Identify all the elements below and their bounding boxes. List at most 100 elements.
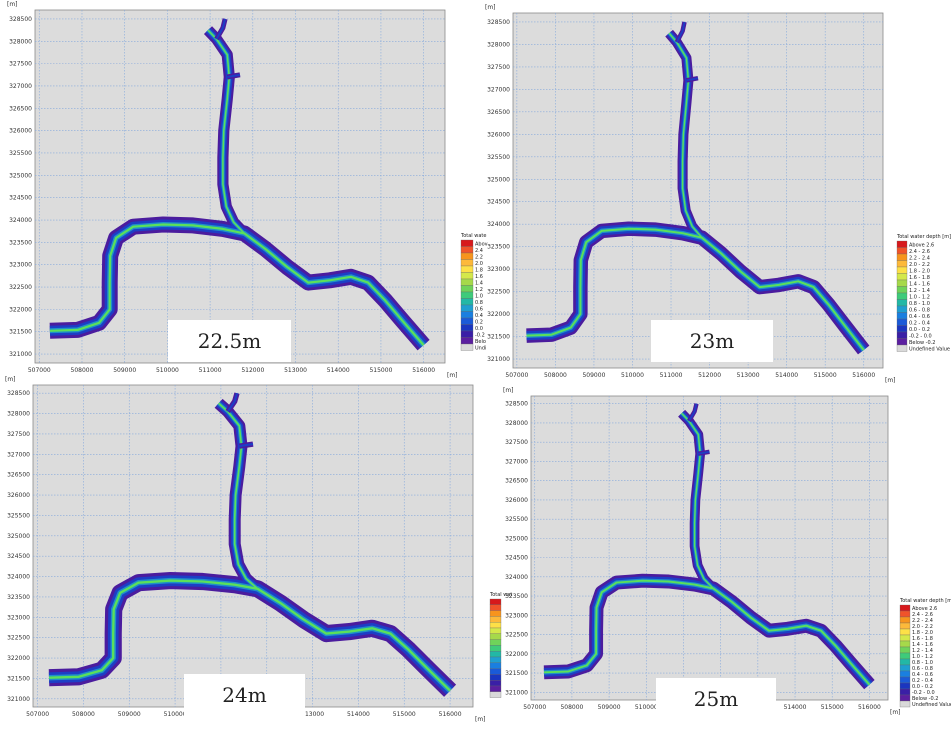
legend-entry: 0.4 - 0.6 [909,314,930,320]
panel-label: 25m [694,687,738,711]
legend-entry: 2.2 - 2.4 [909,255,930,261]
legend-swatch [899,652,911,660]
legend-entry: 0.8 - 1.0 [909,301,930,307]
x-tick-label: 512000 [698,372,721,379]
legend-swatch [899,604,911,612]
x-tick-label: 514000 [784,704,807,711]
y-tick-label: 327500 [487,64,510,71]
y-tick-label: 325000 [9,172,32,179]
x-axis-unit: [m] [885,377,896,384]
legend-swatch [899,610,911,618]
legend-swatch [489,680,502,687]
river-branch [226,392,239,413]
y-tick-label: 328000 [9,38,32,45]
x-tick-label: 516000 [412,367,435,374]
x-tick-label: 509000 [598,704,621,711]
y-axis-unit: [m] [503,387,514,394]
y-tick-label: 323000 [487,266,510,273]
y-tick-label: 321500 [7,675,30,682]
legend-entry: 0.0 [475,326,483,332]
y-tick-label: 325500 [7,512,30,519]
legend-entry: 1.8 [475,267,483,273]
river-main-channel [543,579,871,686]
legend-entry: -0.2 [475,332,485,338]
x-tick-label: 507000 [523,704,546,711]
x-tick-label: 509000 [582,372,605,379]
panel-label-box [656,678,776,720]
y-tick-label: 321500 [505,670,528,677]
y-tick-label: 321000 [487,356,510,363]
y-tick-label: 321000 [505,689,528,696]
legend-swatch [489,627,502,634]
legend-title: Total water depth [m] [896,234,951,240]
legend-swatch [489,622,502,629]
y-tick-label: 322500 [487,289,510,296]
x-tick-label: 507000 [28,367,51,374]
legend-entry: 0.6 - 0.8 [909,307,930,313]
legend-swatch [899,628,911,636]
legend-swatch [896,240,908,248]
y-tick-label: 323500 [9,239,32,246]
y-tick-label: 327000 [487,86,510,93]
y-tick-label: 327000 [505,458,528,465]
legend-swatch [896,247,908,255]
legend-swatch [460,337,474,345]
y-tick-label: 323000 [9,262,32,269]
y-tick-label: 324000 [7,574,30,581]
y-tick-label: 328500 [9,16,32,23]
legend-entry: 1.0 - 1.2 [909,294,930,300]
y-tick-label: 325500 [9,150,32,157]
y-tick-label: 324500 [487,199,510,206]
legend-entry: Belo [475,339,486,345]
legend-swatch [489,604,502,611]
y-tick-label: 324500 [7,553,30,560]
x-tick-label: 515000 [369,367,392,374]
river-tributary-channel [218,402,259,590]
panel-label: 22.5m [198,329,262,353]
legend-entry: 0.2 - 0.4 [909,320,930,326]
legend-entry: Undi [475,345,486,351]
legend-swatch [489,610,502,617]
y-tick-label: 323500 [505,593,528,600]
y-tick-label: 326000 [9,128,32,135]
legend-entry: 1.0 [475,293,483,299]
legend: Total water depth [m]Above 2.62.4 - 2.62… [896,234,951,352]
legend-entry: 2.4 [475,248,483,254]
y-tick-label: 328000 [487,41,510,48]
legend-swatch [899,658,911,666]
river-branch [688,403,698,422]
y-tick-label: 328000 [7,411,30,418]
legend-swatch [460,272,474,280]
legend-entry: 0.4 - 0.6 [912,672,933,678]
river-branch [675,21,686,43]
x-tick-label: 508000 [72,711,95,718]
legend-entry: 2.0 [475,261,483,267]
legend-swatch [489,598,502,605]
chart-panel-2: 507000 508000 509000 510000 511000 512000 5130… [485,4,951,384]
legend-entry: 2.0 - 2.2 [912,624,933,630]
legend-swatch [489,685,502,692]
chart-panel-4: 5070005080005090005100005110005120005130… [503,387,951,720]
panel-label: 24m [222,683,266,707]
legend-entry: 0.0 - 0.2 [909,327,930,333]
y-tick-label: 323000 [505,612,528,619]
legend-swatch [460,291,474,299]
y-tick-label: 324500 [9,195,32,202]
x-axis-unit: [m] [890,709,901,716]
legend-entry: 2.4 - 2.6 [909,249,930,255]
legend-swatch [896,286,908,294]
legend-entry: 2.2 [475,254,483,260]
x-tick-label: 508000 [544,372,567,379]
legend-swatch [899,664,911,672]
y-tick-label: 325000 [505,535,528,542]
x-axis-unit: [m] [475,716,486,723]
x-tick-label: 509000 [113,367,136,374]
legend-swatch [896,299,908,307]
legend-entry: 0.6 - 0.8 [912,666,933,672]
legend: Total water depth [m]Above 2.62.4 - 2.62… [899,598,951,708]
river-branch [227,73,241,78]
river-branch [215,18,227,40]
y-tick-label: 321000 [9,351,32,358]
legend-swatch [489,651,502,658]
